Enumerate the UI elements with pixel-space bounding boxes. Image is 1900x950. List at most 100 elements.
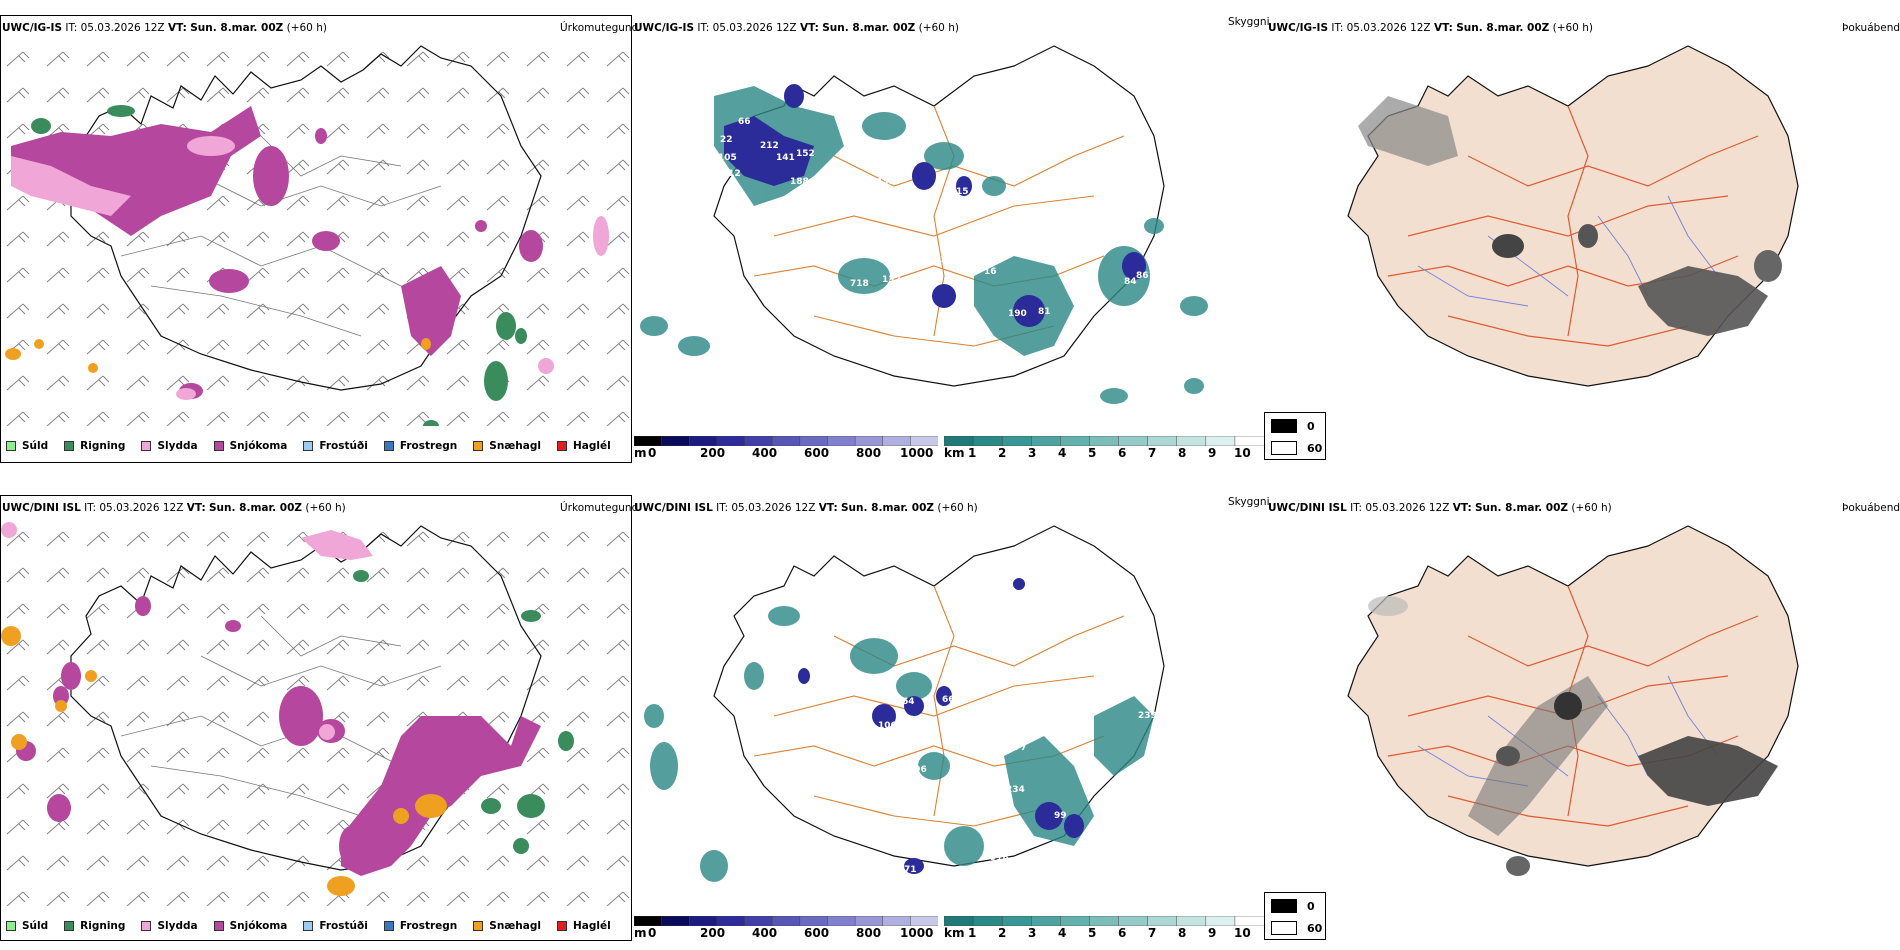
colorbar-m-tick: 600	[804, 446, 830, 460]
visibility-map-2: 66 104 106 64 277 196 234 99 239 71 99 9…	[644, 525, 1165, 895]
colorbar-m-cells	[634, 916, 938, 926]
colorbar-km-tick: 2	[998, 446, 1007, 460]
precip-type-title: Úrkomutegund	[560, 502, 639, 514]
iceland-outline	[1347, 45, 1799, 387]
colorbar-cell	[716, 916, 746, 926]
legend-item-sleet: Slydda	[141, 920, 198, 932]
vis-label: 239	[1138, 711, 1157, 721]
colorbar-m-unit: m	[634, 446, 647, 460]
colorbar-cell	[1031, 916, 1062, 926]
vis-label: 196	[908, 765, 927, 775]
colorbar-cell	[882, 916, 912, 926]
vt-value: Sun. 8.mar. 00Z	[209, 502, 303, 514]
colorbar-cell	[771, 916, 801, 926]
panel-header-precip-1: UWC/IG-IS IT: 05.03.2026 12Z VT: Sun. 8.…	[2, 22, 327, 34]
vis-label: 106	[878, 721, 897, 731]
colorbar-km-tick: 2	[998, 926, 1007, 940]
colorbar-cell	[1118, 916, 1149, 926]
model-name: UWC/DINI ISL	[1268, 502, 1347, 514]
vis-label: 99	[930, 869, 943, 879]
fog-legend-item: 0	[1271, 899, 1315, 913]
legend-swatch	[141, 921, 152, 931]
fog-map-2	[1347, 525, 1799, 876]
vt-label: VT:	[1452, 502, 1472, 514]
colorbar-cell	[972, 436, 1003, 446]
colorbar-m-1	[634, 436, 938, 446]
lead-time: (+60 h)	[918, 22, 959, 34]
colorbar-km-tick: 1	[968, 446, 977, 460]
fog-gray-areas	[1368, 596, 1778, 876]
colorbar-km-tick: 3	[1028, 446, 1037, 460]
it-value: 05.03.2026 12Z	[731, 502, 816, 514]
colorbar-cell	[1147, 436, 1178, 446]
vis-label: 812	[722, 169, 741, 179]
rain-areas	[353, 570, 574, 854]
vis-label: 190	[1008, 309, 1027, 319]
fog-swatch	[1271, 899, 1297, 913]
vis-label: 957	[898, 157, 917, 167]
panel-header-visibility-1: UWC/IG-IS IT: 05.03.2026 12Z VT: Sun. 8.…	[634, 22, 959, 34]
colorbar-m-tick: 1000	[900, 446, 934, 460]
colorbar-km-tick: 8	[1178, 926, 1187, 940]
colorbar-km-tick: 9	[1208, 446, 1217, 460]
visibility-map-1: 22 105 212 141 152 812 188 66 957 431 17…	[640, 45, 1208, 404]
legend-label: Snjókoma	[229, 440, 288, 452]
legend-label: Súld	[22, 440, 49, 452]
colorbar-cell	[634, 916, 663, 926]
it-value: 05.03.2026 12Z	[712, 22, 797, 34]
vis-label: 718	[850, 279, 869, 289]
legend-label: Rigning	[80, 920, 126, 932]
visibility-title: Skyggni	[1228, 496, 1270, 508]
vis-label: 188	[790, 177, 809, 187]
legend-item-snow-pellets: Snæhagl	[473, 920, 541, 932]
vis-label: 141	[776, 153, 795, 163]
legend-item-sleet: Slydda	[141, 440, 198, 452]
legend-item-freezing-rain: Frostregn	[383, 440, 458, 452]
colorbar-m-2	[634, 916, 938, 926]
fog-swatch	[1271, 921, 1297, 935]
colorbar-cell	[689, 436, 718, 446]
legend-label: Frostregn	[399, 440, 458, 452]
vt-label: VT:	[799, 22, 819, 34]
lead-time: (+60 h)	[937, 502, 978, 514]
fog-legend-item: 0	[1271, 419, 1315, 433]
sleet-areas	[1, 522, 373, 740]
colorbar-km-tick: 10	[1234, 446, 1251, 460]
precip-legend-1: Súld Rigning Slydda Snjókoma Frostúði Fr…	[6, 440, 627, 452]
legend-swatch	[383, 441, 394, 451]
vt-label: VT:	[186, 502, 206, 514]
model-name: UWC/IG-IS	[634, 22, 695, 34]
legend-item-drizzle: Súld	[6, 440, 48, 452]
fog-map-1	[1347, 45, 1799, 387]
colorbar-cell	[882, 436, 912, 446]
lead-time: (+60 h)	[286, 22, 327, 34]
vis-label: 457	[1152, 247, 1171, 257]
colorbar-m-tick: 0	[648, 446, 657, 460]
it-label: IT:	[716, 502, 729, 514]
vis-label: 66	[738, 117, 751, 127]
colorbar-cell	[854, 916, 884, 926]
vt-value: Sun. 8.mar. 00Z	[190, 22, 284, 34]
legend-swatch	[6, 441, 16, 451]
colorbar-cell	[972, 916, 1003, 926]
colorbar-cell	[910, 436, 938, 446]
vis-label: 86	[1136, 271, 1149, 281]
colorbar-cell	[1118, 436, 1149, 446]
iceland-outline	[713, 45, 1165, 387]
legend-label: Slydda	[157, 440, 198, 452]
iceland-outline	[70, 45, 542, 391]
precip-legend-2: Súld Rigning Slydda Snjókoma Frostúði Fr…	[6, 920, 627, 932]
fog-title: Þokuábendi	[1842, 502, 1900, 514]
colorbar-km-cells	[944, 916, 1264, 926]
legend-swatch	[473, 921, 484, 931]
it-label: IT:	[84, 502, 97, 514]
colorbar-cell	[944, 916, 974, 926]
vis-label: 234	[1006, 785, 1025, 795]
legend-swatch	[141, 441, 152, 451]
colorbar-cell	[1234, 436, 1264, 446]
vis-label: 56	[994, 735, 1007, 745]
fog-title: Þokuábendi	[1842, 22, 1900, 34]
colorbar-km-tick: 1	[968, 926, 977, 940]
vt-label: VT:	[818, 502, 838, 514]
legend-item-hail: Haglél	[556, 920, 611, 932]
